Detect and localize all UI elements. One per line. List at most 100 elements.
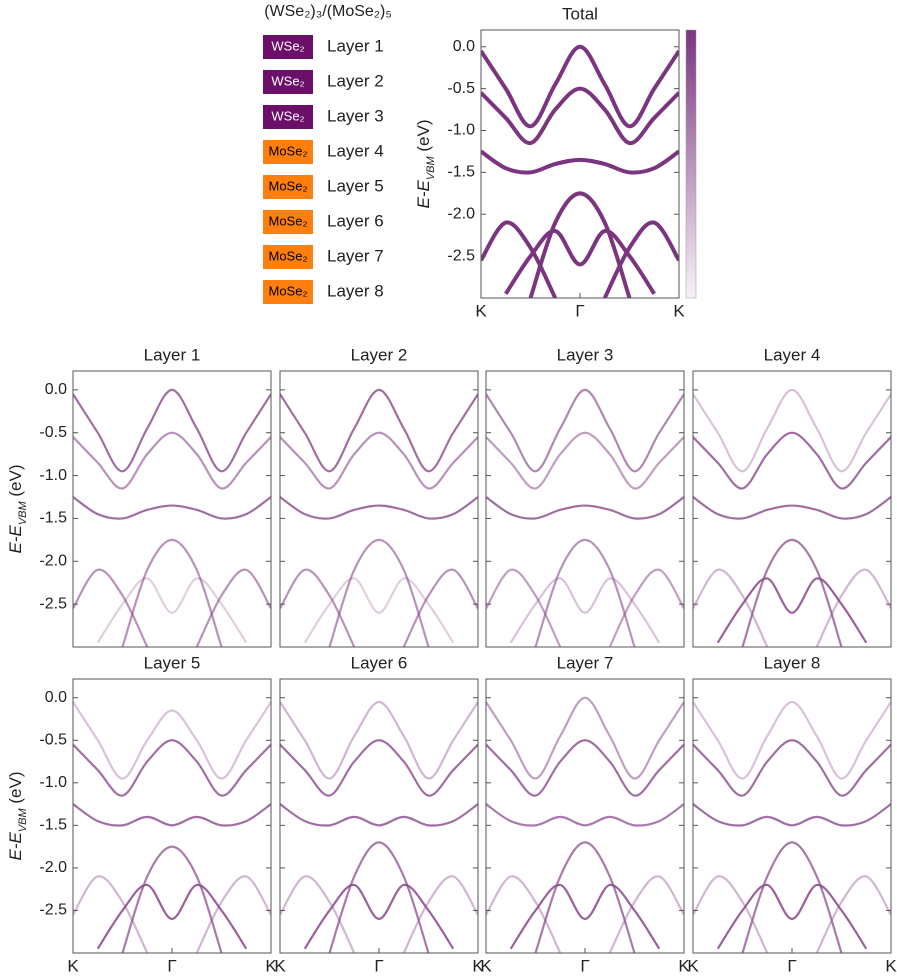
band xyxy=(486,568,562,647)
band xyxy=(402,875,478,953)
band xyxy=(328,538,430,647)
plot-frame xyxy=(485,678,685,954)
band xyxy=(328,841,430,953)
y-tick-label: -2.5 xyxy=(39,595,67,612)
band xyxy=(602,220,679,298)
colorbar xyxy=(685,29,697,299)
legend-text: Layer 8 xyxy=(327,281,384,300)
legend-label: WSe₂ xyxy=(271,108,304,123)
band xyxy=(693,568,769,647)
x-tick-label: K xyxy=(678,956,690,975)
band xyxy=(486,388,684,473)
chart-title: Layer 3 xyxy=(557,345,614,364)
y-axis-label: E-EVBM (eV) xyxy=(6,464,28,553)
plot-frame xyxy=(485,370,685,648)
band xyxy=(73,431,271,490)
band xyxy=(280,496,478,520)
y-tick-label: -0.5 xyxy=(39,424,67,441)
band xyxy=(73,739,271,797)
y-tick-label: -2.5 xyxy=(447,247,475,264)
legend-label: MoSe₂ xyxy=(268,143,307,158)
y-tick-label: -2.5 xyxy=(39,902,67,919)
band xyxy=(280,388,478,473)
x-tick-label: K xyxy=(67,956,79,975)
band xyxy=(486,496,684,520)
band xyxy=(96,883,248,950)
y-label-unit: (eV) xyxy=(414,119,433,156)
band xyxy=(693,700,891,780)
x-tick-label: Γ xyxy=(787,956,796,975)
band xyxy=(481,220,558,298)
x-tick-label: K xyxy=(265,956,277,975)
legend-label: MoSe₂ xyxy=(268,248,307,263)
band xyxy=(486,875,562,953)
band xyxy=(741,538,843,647)
plot-area xyxy=(693,388,891,647)
band xyxy=(303,577,455,644)
x-tick-label: Γ xyxy=(374,956,383,975)
band xyxy=(534,841,636,953)
band xyxy=(509,577,661,644)
y-label-main: E-E xyxy=(414,180,433,209)
x-tick-label: K xyxy=(475,301,487,320)
legend-label: MoSe₂ xyxy=(268,283,307,298)
band xyxy=(280,700,478,780)
x-tick-label: Γ xyxy=(167,956,176,975)
plot-area xyxy=(73,388,271,647)
band xyxy=(121,538,223,647)
legend-swatch xyxy=(263,245,313,269)
chart-title: Layer 7 xyxy=(557,653,614,672)
band xyxy=(73,496,271,520)
band xyxy=(509,883,661,950)
y-label-main: E-E xyxy=(6,525,25,554)
y-label-unit: (eV) xyxy=(6,464,25,501)
band xyxy=(195,875,271,953)
y-label-sub: VBM xyxy=(17,500,29,525)
band xyxy=(280,875,356,953)
y-tick-label: -1.5 xyxy=(39,510,67,527)
y-label-sub: VBM xyxy=(425,155,437,180)
legend-text: Layer 2 xyxy=(327,71,384,90)
y-label-unit: (eV) xyxy=(6,771,25,808)
x-tick-label: Γ xyxy=(575,301,584,320)
band xyxy=(693,496,891,520)
plot-area xyxy=(481,44,679,298)
band xyxy=(280,431,478,490)
chart-title: Layer 2 xyxy=(351,345,408,364)
y-tick-label: -0.5 xyxy=(39,731,67,748)
y-tick-label: 0.0 xyxy=(45,689,67,706)
plot-frame xyxy=(72,678,272,954)
legend-label: MoSe₂ xyxy=(268,213,307,228)
y-tick-label: -1.0 xyxy=(447,122,475,139)
band xyxy=(741,841,843,953)
band xyxy=(195,568,271,647)
plot-area xyxy=(693,700,891,953)
band xyxy=(73,568,149,647)
band xyxy=(486,696,684,780)
band xyxy=(402,568,478,647)
y-tick-label: -2.0 xyxy=(447,205,475,222)
y-axis-label: E-EVBM (eV) xyxy=(6,771,28,860)
x-tick-label: K xyxy=(673,301,685,320)
plot-frame xyxy=(480,29,680,299)
legend-swatch xyxy=(263,35,313,59)
chart-title: Layer 5 xyxy=(144,653,201,672)
plot-area xyxy=(280,388,478,647)
legend-swatch xyxy=(263,105,313,129)
y-label-sub: VBM xyxy=(17,807,29,832)
y-tick-label: -2.0 xyxy=(39,859,67,876)
plot-area xyxy=(486,696,684,953)
band xyxy=(280,568,356,647)
y-tick-label: -0.5 xyxy=(447,80,475,97)
legend-swatch xyxy=(263,210,313,234)
band xyxy=(534,538,636,647)
band xyxy=(73,701,271,780)
y-tick-label: -2.0 xyxy=(39,553,67,570)
legend-swatch xyxy=(263,70,313,94)
band xyxy=(486,739,684,797)
band xyxy=(280,803,478,827)
y-tick-label: -1.0 xyxy=(39,774,67,791)
band xyxy=(815,568,891,647)
legend-swatch xyxy=(263,280,313,304)
